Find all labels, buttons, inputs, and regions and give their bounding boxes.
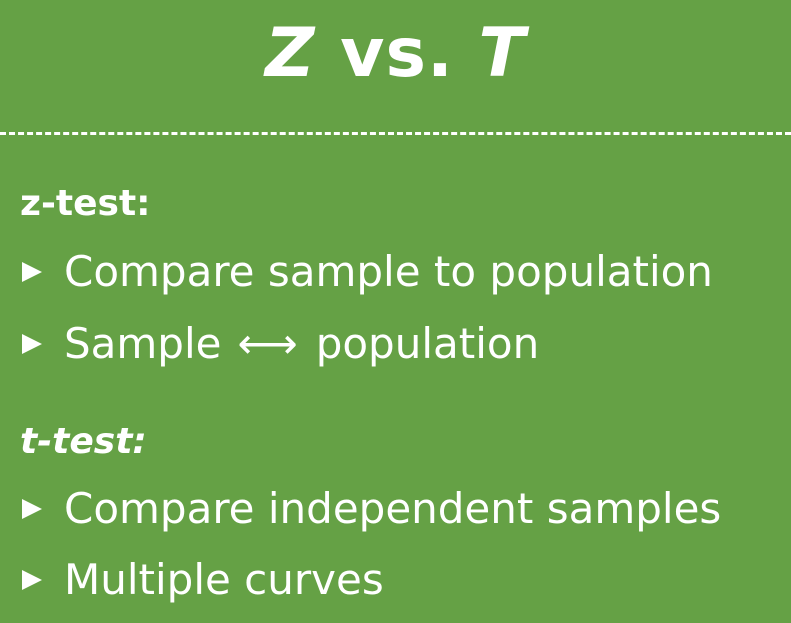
bullet-triangle-icon <box>22 262 42 282</box>
t-test-bullet-compare: Compare independent samples <box>22 481 721 537</box>
z-test-bullet-compare: Compare sample to population <box>22 244 713 300</box>
t-test-bullet-curves: Multiple curves <box>22 552 384 608</box>
z-test-bullet-sample-population: Sample ⟷ population <box>22 316 539 372</box>
bullet-text: Compare sample to population <box>64 247 713 296</box>
bullet-text: Multiple curves <box>64 555 384 604</box>
title-z: Z <box>265 14 316 93</box>
bullet-triangle-icon <box>22 570 42 590</box>
bullet-text: Compare independent samples <box>64 484 722 533</box>
page-title: Z vs. T <box>0 14 791 94</box>
dashed-divider <box>0 132 791 135</box>
title-t: T <box>478 14 526 93</box>
z-test-heading: z-test: <box>20 183 151 224</box>
bullet-text-population: population <box>315 319 540 368</box>
title-vs: vs. <box>340 14 454 93</box>
t-test-heading: t-test: <box>20 421 147 462</box>
double-arrow-icon: ⟷ <box>237 319 298 368</box>
bullet-text-sample: Sample <box>64 319 222 368</box>
bullet-triangle-icon <box>22 334 42 354</box>
bullet-triangle-icon <box>22 499 42 519</box>
